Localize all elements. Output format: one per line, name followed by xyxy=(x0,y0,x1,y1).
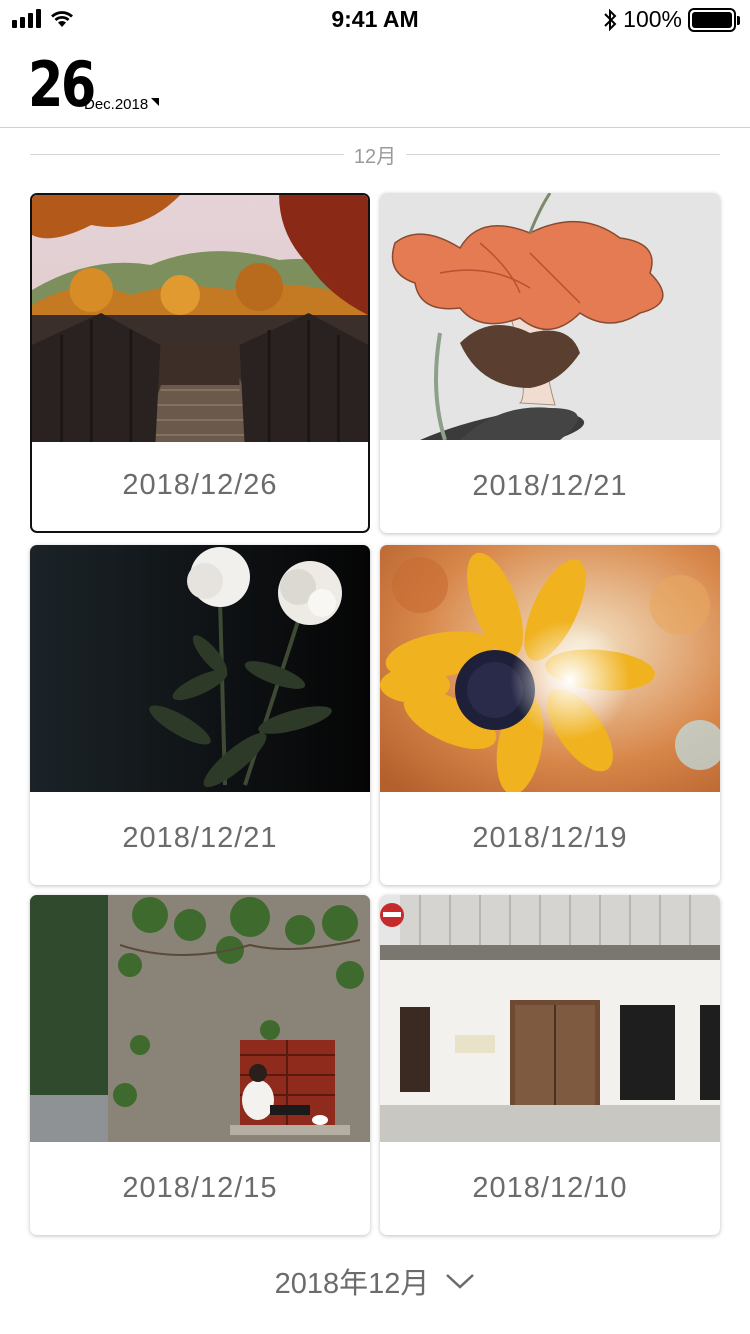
wifi-icon xyxy=(51,11,73,27)
month-section-divider: 12月 xyxy=(30,140,720,168)
photo-card-1[interactable]: 2018/12/26 xyxy=(30,193,370,533)
corner-arrow-icon xyxy=(151,97,160,106)
photo-card-4[interactable]: 2018/12/19 xyxy=(380,545,720,885)
photo-card-6[interactable]: 2018/12/10 xyxy=(380,895,720,1235)
date-header: 26 Dec.2018 xyxy=(0,40,750,128)
chevron-down-icon xyxy=(446,1274,475,1289)
photo-image-flower-illustration xyxy=(380,193,720,440)
status-bar: 9:41 AM 100% xyxy=(0,0,750,40)
status-right: 100% xyxy=(603,6,740,33)
photo-date: 2018/12/10 xyxy=(472,1172,628,1204)
current-day: 26 xyxy=(28,48,96,121)
divider-line-left xyxy=(30,153,344,155)
photo-image-white-building xyxy=(380,895,720,1142)
photo-date: 2018/12/15 xyxy=(122,1172,278,1204)
photo-card-5[interactable]: 2018/12/15 xyxy=(30,895,370,1235)
status-left xyxy=(12,8,75,28)
bluetooth-icon xyxy=(604,8,617,31)
section-month-label: 12月 xyxy=(353,145,397,168)
divider-line-right xyxy=(406,153,720,155)
photo-card-3[interactable]: 2018/12/21 xyxy=(30,545,370,885)
battery-percent: 100% xyxy=(623,6,682,32)
photo-image-sunflower xyxy=(380,545,720,792)
photo-date: 2018/12/19 xyxy=(472,822,628,854)
battery-icon xyxy=(688,7,740,32)
signal-icon xyxy=(12,8,41,28)
status-time: 9:41 AM xyxy=(331,6,419,32)
photo-date: 2018/12/26 xyxy=(122,469,278,501)
month-year-selector[interactable]: Dec.2018 xyxy=(84,96,160,113)
photo-image-ivy-wall xyxy=(30,895,370,1142)
photo-image-white-peonies xyxy=(30,545,370,792)
photo-image-autumn-bridge xyxy=(32,195,368,442)
footer-month-label: 2018年12月 xyxy=(274,1268,430,1300)
photo-date: 2018/12/21 xyxy=(122,822,278,854)
photo-card-2[interactable]: 2018/12/21 xyxy=(380,193,720,533)
month-year-label: Dec.2018 xyxy=(84,96,149,113)
photo-date: 2018/12/21 xyxy=(472,470,628,502)
month-selector-footer[interactable]: 2018年12月 xyxy=(0,1258,750,1304)
